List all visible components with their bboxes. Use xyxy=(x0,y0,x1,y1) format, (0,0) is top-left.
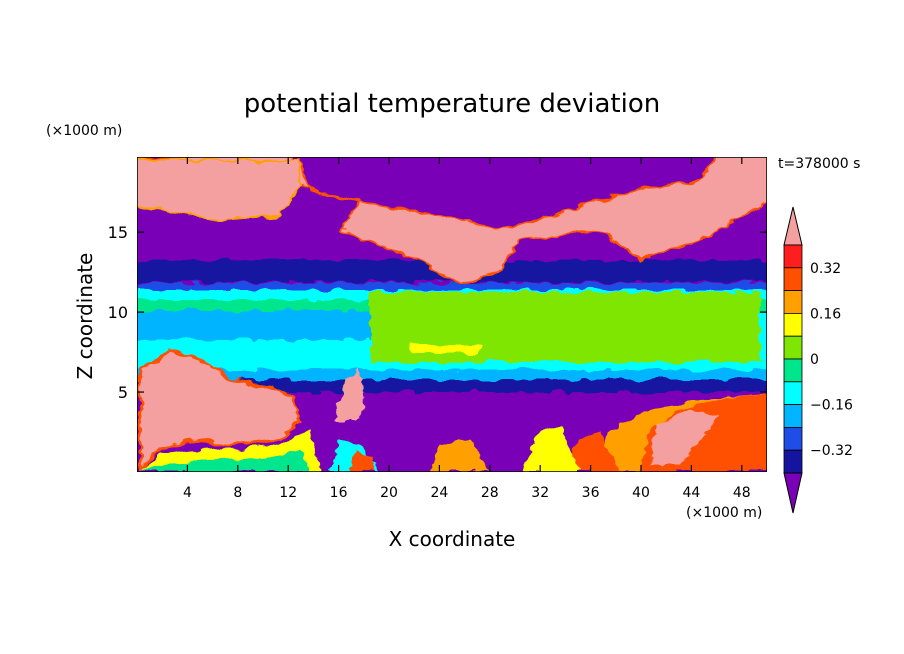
x-tick-label: 8 xyxy=(233,485,242,501)
x-tick-label: 40 xyxy=(632,485,650,501)
y-unit-label: (×1000 m) xyxy=(46,123,122,139)
contour-field xyxy=(137,157,767,472)
x-axis: 4 8 12 16 20 24 28 32 36 40 44 48 xyxy=(183,157,751,501)
y-axis: 5 10 15 xyxy=(108,223,767,402)
colorbar-box xyxy=(783,267,803,291)
time-label: t=378000 s xyxy=(778,156,860,172)
colorbar-box xyxy=(783,290,803,314)
x-tick-label: 20 xyxy=(380,485,398,501)
x-tick-label: 48 xyxy=(733,485,751,501)
colorbar-tick-label: 0 xyxy=(810,352,819,368)
y-tick-label: 5 xyxy=(118,383,128,402)
x-tick-label: 32 xyxy=(531,485,549,501)
x-axis-label: X coordinate xyxy=(389,527,516,551)
x-tick-label: 12 xyxy=(279,485,297,501)
x-tick-label: 36 xyxy=(582,485,600,501)
x-tick-label: 24 xyxy=(430,485,448,501)
colorbar-box xyxy=(783,244,803,269)
colorbar-bottom-triangle xyxy=(783,472,803,514)
colorbar-tick-label: −0.16 xyxy=(810,398,853,414)
x-tick-label: 4 xyxy=(183,485,192,501)
colorbar-box xyxy=(783,312,803,337)
colorbar-box xyxy=(783,404,803,428)
chart-title: potential temperature deviation xyxy=(244,89,660,119)
x-unit-label: (×1000 m) xyxy=(686,505,762,521)
colorbar-box xyxy=(783,358,803,383)
colorbar-box xyxy=(783,426,803,451)
colorbar-tick-label: −0.32 xyxy=(810,443,853,459)
x-tick-label: 16 xyxy=(330,485,348,501)
colorbar-box xyxy=(783,381,803,405)
colorbar-tick-label: 0.32 xyxy=(810,261,841,277)
colorbar-top-triangle xyxy=(783,206,803,246)
y-tick-label: 15 xyxy=(108,223,128,242)
y-tick-label: 10 xyxy=(108,303,128,322)
colorbar-box xyxy=(783,449,803,474)
x-tick-label: 28 xyxy=(481,485,499,501)
x-tick-label: 44 xyxy=(682,485,700,501)
colorbar-tick-label: 0.16 xyxy=(810,306,841,322)
colorbar: 0.32 0.16 0 −0.16 −0.32 xyxy=(783,206,853,514)
colorbar-box xyxy=(783,335,803,360)
plot-area xyxy=(137,157,767,472)
y-axis-label: Z coordinate xyxy=(73,253,97,380)
